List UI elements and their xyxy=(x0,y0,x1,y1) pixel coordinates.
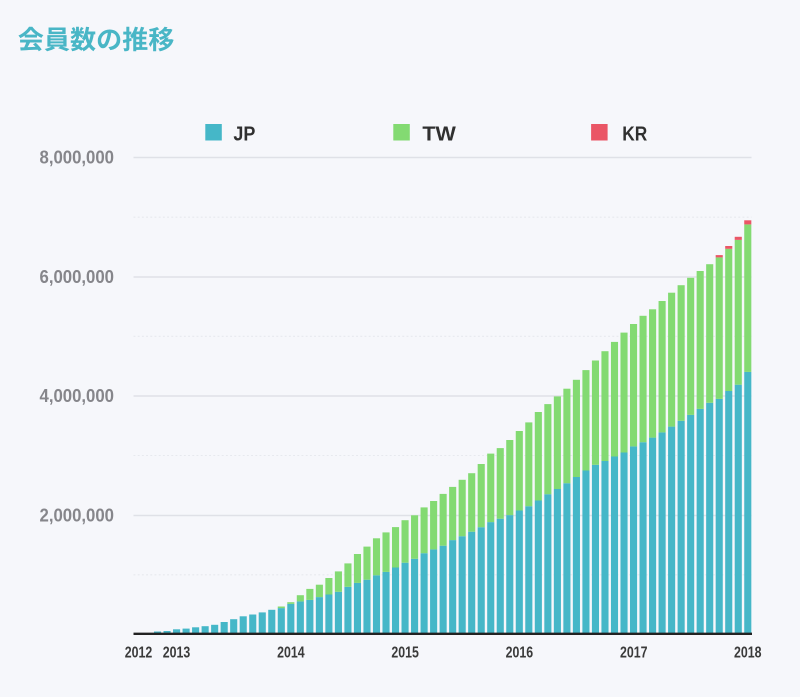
svg-text:JP: JP xyxy=(233,123,255,146)
svg-text:TW: TW xyxy=(422,123,456,146)
svg-text:8,000,000: 8,000,000 xyxy=(40,148,115,168)
svg-text:2016: 2016 xyxy=(506,645,534,662)
svg-text:2018: 2018 xyxy=(734,645,762,662)
svg-text:2012: 2012 xyxy=(125,645,153,662)
svg-text:2017: 2017 xyxy=(620,645,648,662)
svg-text:4,000,000: 4,000,000 xyxy=(40,386,115,406)
svg-text:6,000,000: 6,000,000 xyxy=(40,267,115,287)
svg-text:2,000,000: 2,000,000 xyxy=(40,506,115,526)
svg-text:KR: KR xyxy=(622,123,647,146)
svg-text:2014: 2014 xyxy=(277,645,305,662)
svg-text:2015: 2015 xyxy=(391,645,419,662)
svg-text:2013: 2013 xyxy=(163,645,191,662)
